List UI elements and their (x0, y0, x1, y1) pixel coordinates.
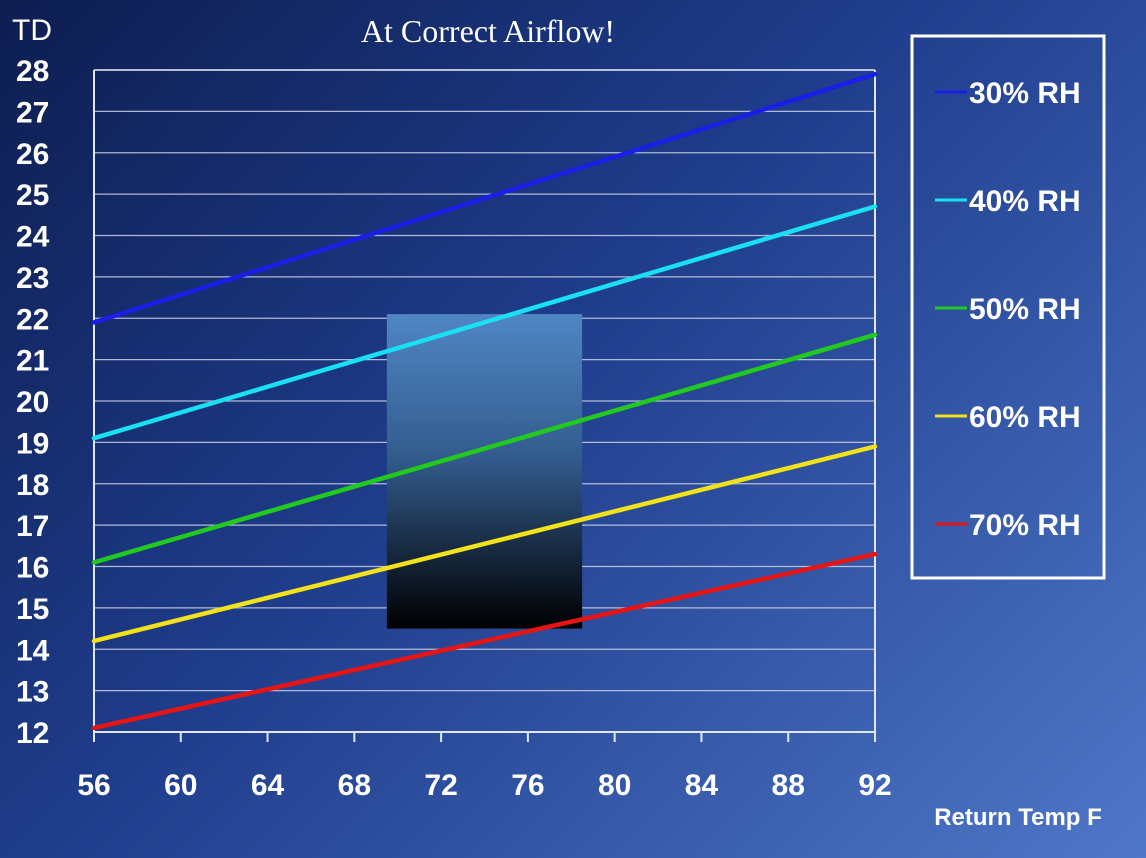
series-line-4 (91, 444, 878, 644)
y-tick-labels: 12 13 14 15 16 17 18 19 20 21 22 23 24 25 26 27 28 (16, 55, 50, 750)
y-tick-label: 25 (16, 179, 49, 212)
y-tick-label: 28 (16, 55, 49, 88)
x-tick-label: 68 (338, 769, 371, 802)
series-line-2 (91, 204, 878, 441)
highlight-region-group (386, 314, 583, 629)
x-tick-label: 72 (424, 769, 457, 802)
x-tick-label: 60 (164, 769, 197, 802)
series-line-5 (91, 551, 878, 731)
x-tick-label: 88 (772, 769, 805, 802)
y-tick-label: 24 (16, 221, 50, 254)
y-tick-label: 13 (16, 676, 49, 709)
x-tick-label: 76 (511, 769, 544, 802)
x-axis-label: Return Temp F (934, 804, 1102, 831)
legend-label: 50% RH (969, 293, 1081, 326)
y-tick-label: 14 (16, 634, 50, 667)
y-tick-label: 21 (16, 345, 49, 378)
series-line-3 (91, 332, 878, 565)
y-tick-label: 18 (16, 469, 49, 502)
legend-label: 60% RH (969, 401, 1081, 434)
legend-label: 40% RH (969, 185, 1081, 218)
x-tick-label: 92 (858, 769, 891, 802)
axes (93, 69, 876, 742)
y-tick-label: 12 (16, 717, 49, 750)
legend-label: 70% RH (969, 509, 1081, 542)
y-tick-label: 16 (16, 552, 49, 585)
y-tick-label: 23 (16, 262, 49, 295)
highlight-region (386, 314, 583, 629)
chart-title: At Correct Airflow! (361, 13, 615, 49)
series-line-1 (91, 71, 878, 325)
y-tick-label: 26 (16, 138, 49, 171)
x-tick-label: 80 (598, 769, 631, 802)
x-tick-label: 84 (685, 769, 719, 802)
legend-box (910, 34, 1106, 580)
y-tick-label: 22 (16, 303, 49, 336)
legend: 30% RH 40% RH 50% RH 60% RH 70% RH (935, 77, 1081, 542)
y-tick-label: 27 (16, 96, 49, 129)
legend-label: 30% RH (969, 77, 1081, 110)
y-axis-label: TD (12, 14, 52, 47)
y-tick-label: 20 (16, 386, 49, 419)
y-tick-label: 15 (16, 593, 49, 626)
y-tick-label: 17 (16, 510, 49, 543)
series-lines (91, 71, 878, 731)
x-tick-label: 56 (77, 769, 110, 802)
x-tick-label: 64 (251, 769, 285, 802)
x-tick-labels: 56 60 64 68 72 76 80 84 88 92 (77, 769, 891, 802)
y-tick-label: 19 (16, 427, 49, 460)
